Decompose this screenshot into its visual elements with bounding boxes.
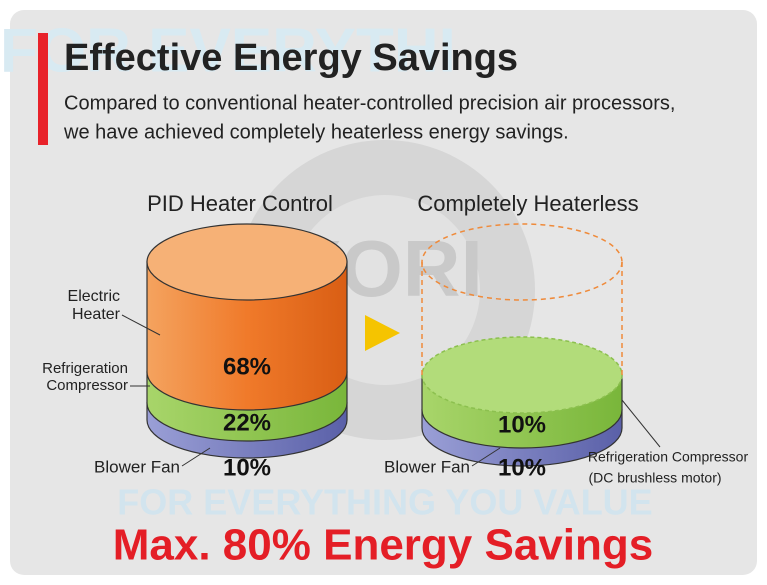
leader-line (621, 399, 661, 448)
share-label: 10% (498, 411, 546, 438)
share-label: 22% (223, 409, 271, 436)
leader-line (181, 447, 211, 467)
subtitle: Compared to conventional heater-controll… (64, 92, 675, 114)
right-cylinder (421, 223, 623, 467)
left-cylinder (146, 223, 348, 459)
share-label: 10% (223, 454, 271, 481)
title: Effective Energy Savings (64, 37, 518, 79)
segment-label: Electric (68, 288, 120, 305)
segment-label: Refrigeration (42, 360, 128, 377)
heater-segment (146, 261, 348, 411)
subtitle: we have achieved completely heaterless e… (63, 121, 569, 143)
removed-outline (421, 262, 623, 375)
column-title: PID Heater Control (147, 191, 333, 216)
arrow (365, 315, 400, 351)
segment-label: Blower Fan (384, 457, 470, 476)
segment-label: Refrigeration Compressor (588, 449, 749, 465)
watermark: FOR EVERYTHI (0, 16, 456, 85)
cylinder-top (421, 336, 623, 414)
leader-line (121, 314, 161, 336)
segment-label: (DC brushless motor) (588, 470, 721, 486)
segment-label: Blower Fan (94, 457, 180, 476)
segment-label: Compressor (46, 377, 128, 394)
share-label: 10% (498, 454, 546, 481)
segment-label: Heater (72, 306, 121, 323)
leader-line (471, 447, 501, 467)
cylinder-top (146, 223, 348, 301)
share-label: 68% (223, 353, 271, 380)
watermark: FOR EVERYTHING YOU VALUE (117, 482, 652, 523)
removed-outline (421, 223, 623, 301)
column-title: Completely Heaterless (417, 191, 638, 216)
headline: Max. 80% Energy Savings (113, 521, 653, 570)
accent-bar (38, 33, 48, 145)
